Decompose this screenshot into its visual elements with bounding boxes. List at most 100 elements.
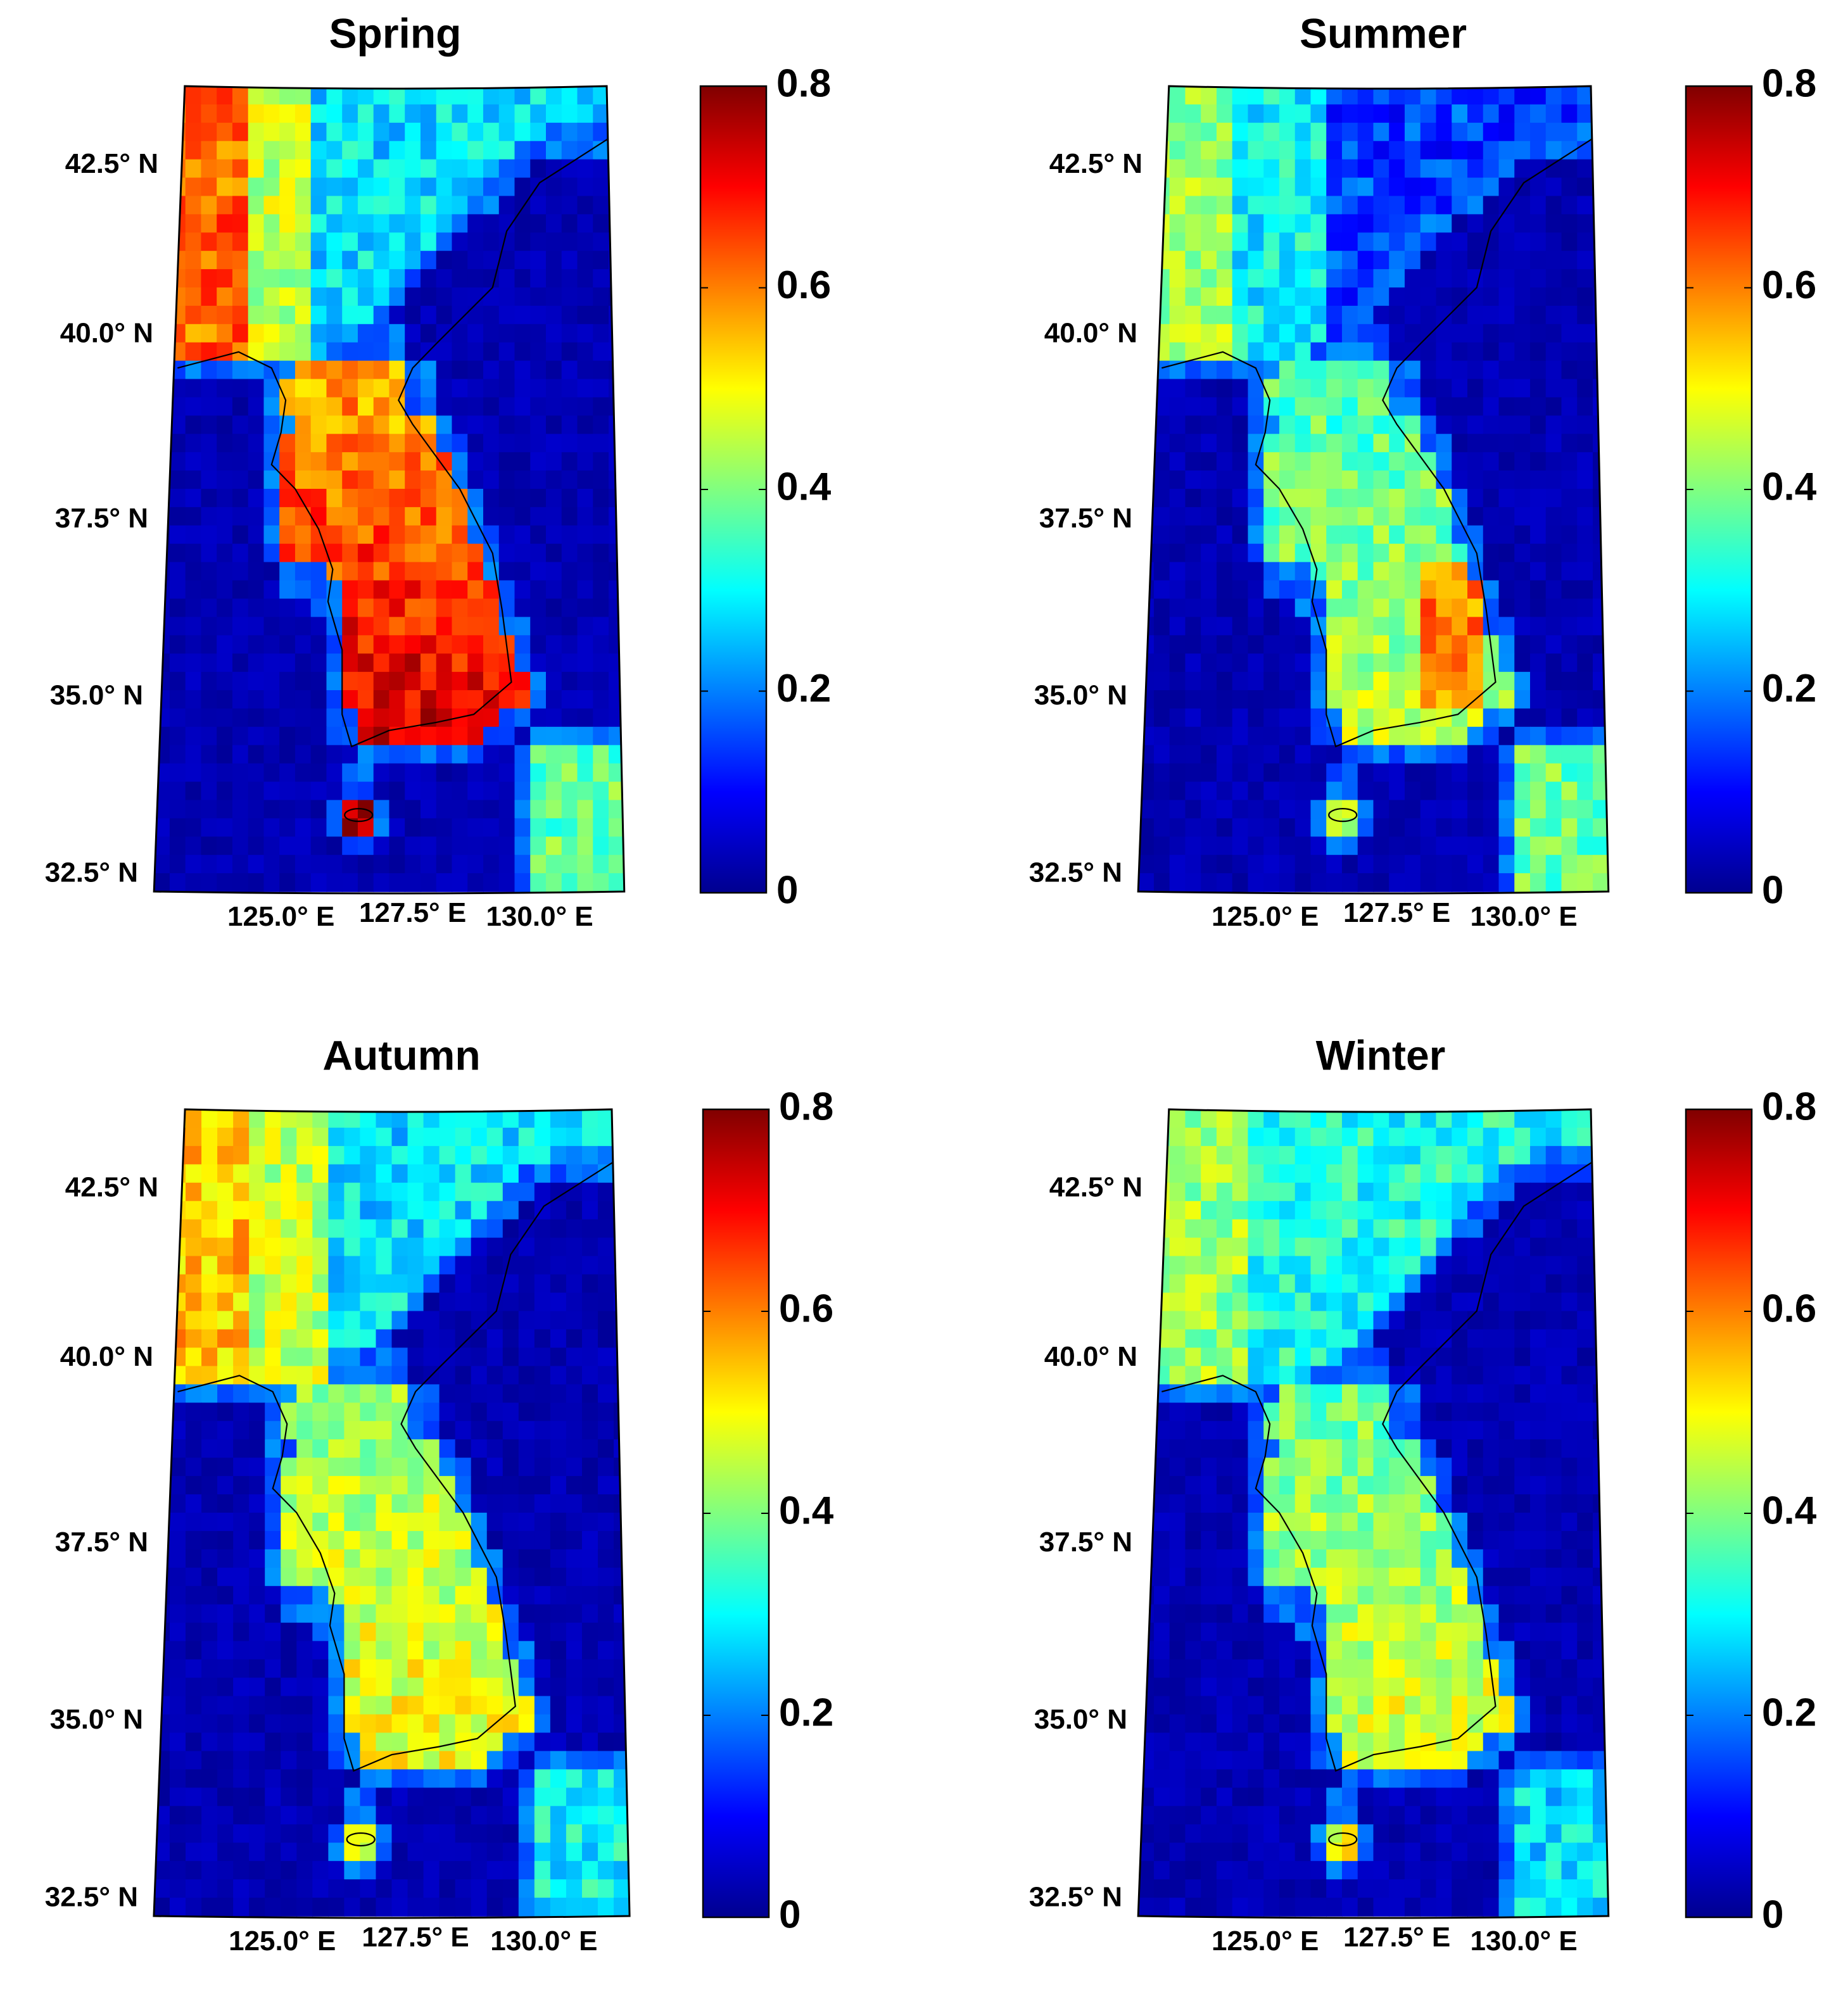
map-cell	[263, 196, 281, 215]
map-cell	[471, 1769, 488, 1789]
map-cell	[1498, 1494, 1516, 1513]
map-cell	[534, 1458, 551, 1477]
map-cell	[279, 360, 296, 380]
map-cell	[279, 177, 296, 197]
map-cell	[439, 1329, 456, 1349]
map-cell	[1529, 251, 1547, 270]
map-cell	[1294, 232, 1312, 251]
map-cell	[1404, 598, 1421, 618]
map-cell	[1279, 781, 1296, 801]
map-cell	[1248, 781, 1265, 801]
map-cell	[1185, 1237, 1201, 1257]
map-cell	[439, 1604, 456, 1623]
map-cell	[1467, 415, 1484, 435]
map-cell	[1561, 1641, 1578, 1660]
map-cell	[455, 1127, 472, 1147]
map-cell	[1138, 1384, 1155, 1404]
map-cell	[279, 489, 296, 508]
map-cell	[376, 1329, 393, 1349]
map-cell	[530, 251, 547, 270]
map-cell	[201, 1641, 218, 1660]
map-cell	[169, 1494, 186, 1513]
map-cell	[518, 1843, 535, 1862]
latitude-label: 37.5° N	[1039, 503, 1132, 534]
map-cell	[1483, 1311, 1500, 1330]
map-cell	[498, 434, 516, 453]
map-cell	[1577, 855, 1593, 874]
map-cell	[1373, 434, 1390, 453]
map-cell	[1577, 287, 1593, 306]
map-cell	[566, 1494, 583, 1513]
map-cell	[1373, 543, 1390, 563]
map-cell	[1545, 855, 1562, 874]
map-cell	[1263, 1256, 1280, 1275]
map-cell	[296, 1219, 313, 1239]
map-cell	[1561, 1439, 1578, 1458]
map-cell	[1263, 122, 1280, 142]
map-cell	[423, 1824, 440, 1843]
map-cell	[1545, 562, 1562, 581]
map-cell	[1310, 1292, 1327, 1312]
map-cell	[1232, 177, 1249, 197]
map-cell	[518, 1439, 535, 1458]
map-cell	[561, 452, 578, 471]
map-cell	[483, 104, 500, 123]
map-cell	[1169, 1237, 1186, 1257]
map-cell	[294, 470, 312, 489]
map-cell	[185, 470, 202, 489]
map-cell	[581, 1145, 598, 1165]
map-cell	[407, 1549, 424, 1568]
map-cell	[423, 1677, 440, 1697]
map-cell	[518, 1567, 535, 1587]
map-cell	[1593, 672, 1609, 691]
map-cell	[609, 104, 624, 123]
map-cell	[201, 1219, 218, 1239]
map-cell	[566, 1256, 583, 1275]
map-cell	[498, 470, 516, 489]
map-cell	[1185, 1604, 1201, 1623]
map-cell	[545, 159, 562, 179]
map-cell	[265, 1585, 282, 1605]
map-cell	[1138, 305, 1155, 325]
map-cell	[1420, 1292, 1437, 1312]
map-cell	[389, 489, 406, 508]
map-cell	[1373, 104, 1390, 123]
map-cell	[550, 1549, 567, 1568]
map-cell	[153, 1127, 170, 1147]
map-cell	[467, 525, 484, 545]
map-cell	[1577, 1384, 1593, 1404]
longitude-label: 125.0° E	[1212, 901, 1319, 932]
map-cell	[486, 1787, 503, 1807]
map-cell	[312, 1201, 329, 1220]
map-cell	[1341, 104, 1358, 123]
map-cell	[1153, 543, 1170, 563]
map-cell	[455, 1641, 472, 1660]
map-cell	[1263, 1164, 1280, 1183]
map-cell	[1577, 617, 1593, 636]
map-cell	[1498, 617, 1516, 636]
longitude-label: 127.5° E	[359, 897, 466, 928]
map-cell	[1593, 1622, 1609, 1642]
map-cell	[530, 525, 547, 545]
map-cell	[1593, 122, 1609, 142]
map-cell	[439, 1311, 456, 1330]
map-cell	[296, 1769, 313, 1789]
map-cell	[232, 251, 249, 270]
map-cell	[1263, 653, 1280, 672]
map-cell	[498, 507, 516, 526]
map-cell	[376, 1127, 393, 1147]
map-cell	[249, 1292, 266, 1312]
map-cell	[201, 1806, 218, 1825]
latitude-label: 42.5° N	[65, 1171, 158, 1202]
map-cell	[217, 818, 233, 838]
map-cell	[154, 360, 170, 380]
map-cell	[1248, 1549, 1265, 1568]
map-cell	[598, 1879, 614, 1898]
map-cell	[467, 452, 484, 471]
map-cell	[502, 1329, 519, 1349]
map-cell	[436, 305, 453, 325]
map-cell	[530, 836, 547, 855]
map-cell	[1357, 1347, 1374, 1367]
map-cell	[1310, 1219, 1327, 1239]
map-cell	[498, 397, 516, 417]
